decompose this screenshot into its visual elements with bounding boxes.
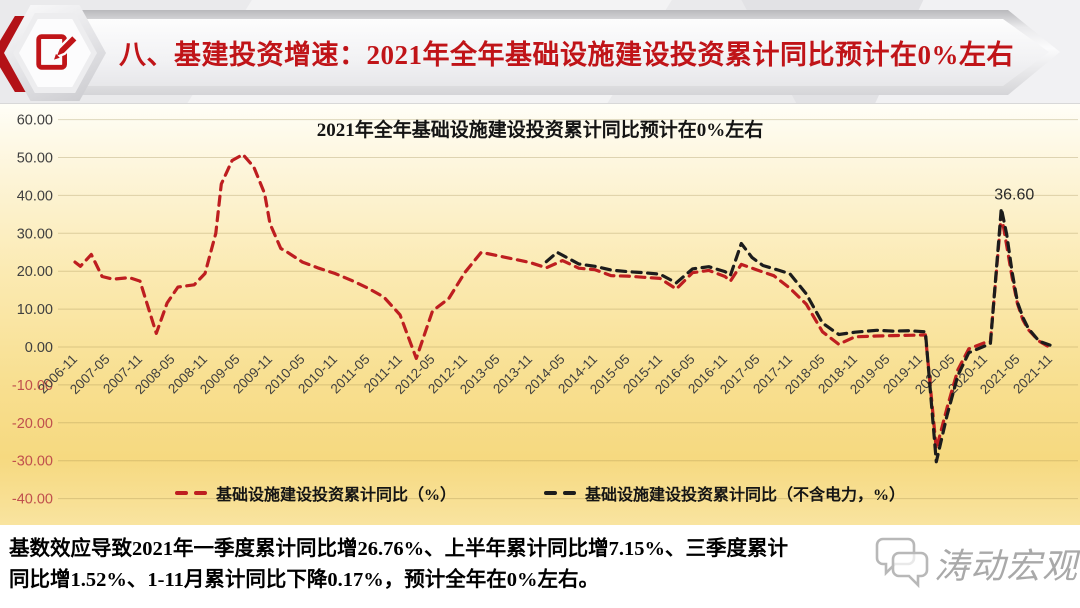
y-tick-label: 50.00 [17, 151, 53, 167]
y-tick-label: -40.00 [12, 492, 53, 508]
legend-dash-marker [544, 490, 576, 496]
legend-dash [563, 490, 576, 496]
y-tick-label: 20.00 [17, 264, 53, 280]
footer-line-1: 基数效应导致2021年一季度累计同比增26.76%、上半年累计同比增7.15%、… [9, 538, 788, 560]
footer-line-2: 同比增1.52%、1-11月累计同比下降0.17%，预计全年在0%左右。 [9, 568, 599, 591]
legend-dash-marker [174, 490, 207, 496]
y-tick-label: 30.00 [17, 226, 53, 242]
y-tick-label: 10.00 [17, 302, 53, 318]
legend-dash [544, 490, 557, 496]
y-tick-label: 40.00 [17, 188, 53, 204]
chart-panel: 2021年全年基础设施建设投资累计同比预计在0%左右 60.00 50.00 40.… [0, 103, 1080, 525]
title-banner: 八、基建投资增速：2021年全年基础设施建设投资累计同比预计在0%左右 [58, 10, 1060, 95]
compose-pencil-icon [32, 28, 80, 79]
series-line-infrastructure-ex-power [544, 206, 1052, 464]
legend-item-infrastructure-ex-power: 基础设施建设投资累计同比（不含电力，%） [544, 481, 905, 505]
y-tick-label: -10.00 [12, 378, 53, 394]
chart-title: 2021年全年基础设施建设投资累计同比预计在0%左右 [316, 120, 764, 141]
y-tick-label: 60.00 [17, 113, 53, 129]
legend-label: 基础设施建设投资累计同比（%） [215, 487, 456, 504]
series-line-infrastructure-total [73, 152, 1052, 451]
legend-item-infrastructure-total: 基础设施建设投资累计同比（%） [174, 481, 456, 505]
peak-annotation: 36.60 [994, 186, 1034, 203]
watermark: 涛动宏观 [874, 534, 1078, 593]
chat-bubbles-logo-icon [874, 534, 932, 593]
y-tick-label: -20.00 [12, 416, 53, 432]
legend-dash [193, 490, 207, 496]
legend-dash [174, 490, 188, 496]
y-tick-label: -30.00 [12, 454, 53, 470]
page-title: 八、基建投资增速：2021年全年基础设施建设投资累计同比预计在0%左右 [119, 40, 1014, 70]
chart-legend: 基础设施建设投资累计同比（%） 基础设施建设投资累计同比（不含电力，%） [0, 481, 1080, 505]
y-tick-label: 0.00 [25, 340, 53, 356]
title-banner-inner: 八、基建投资增速：2021年全年基础设施建设投资累计同比预计在0%左右 [67, 19, 1049, 86]
watermark-text: 涛动宏观 [933, 547, 1078, 586]
legend-label: 基础设施建设投资累计同比（不含电力，%） [585, 487, 906, 504]
line-chart: 60.00 50.00 40.00 30.00 20.00 10.00 0.00 -10.00… [12, 113, 1078, 508]
header-band: 八、基建投资增速：2021年全年基础设施建设投资累计同比预计在0%左右 [0, 0, 1080, 103]
